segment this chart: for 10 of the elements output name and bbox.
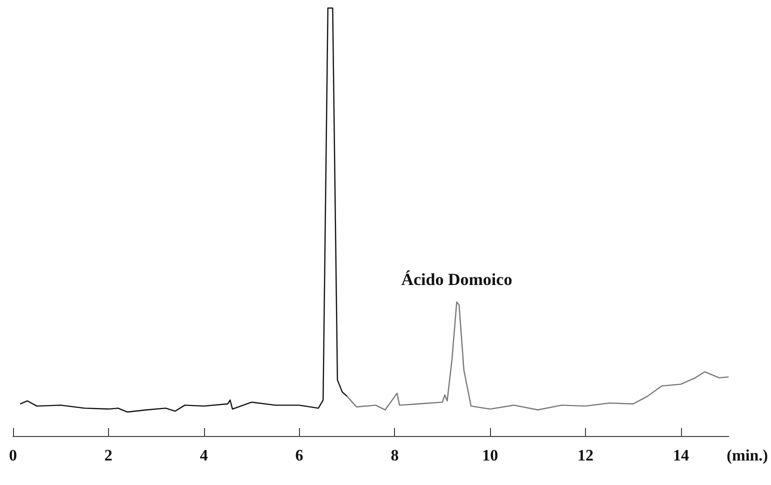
x-tick-label: 2 [104, 448, 112, 464]
x-tick-label: 8 [390, 448, 399, 464]
x-tick-label: 14 [672, 448, 689, 464]
x-tick-label: 4 [200, 448, 208, 464]
annotation: Ácido Domoico [401, 270, 512, 290]
x-tick-label: 0 [9, 448, 17, 464]
x-tick-label: 10 [482, 448, 498, 464]
x-tick-label: 6 [295, 448, 304, 464]
x-tick-label: 12 [578, 448, 594, 464]
x-axis-title: (min.) [726, 448, 768, 464]
